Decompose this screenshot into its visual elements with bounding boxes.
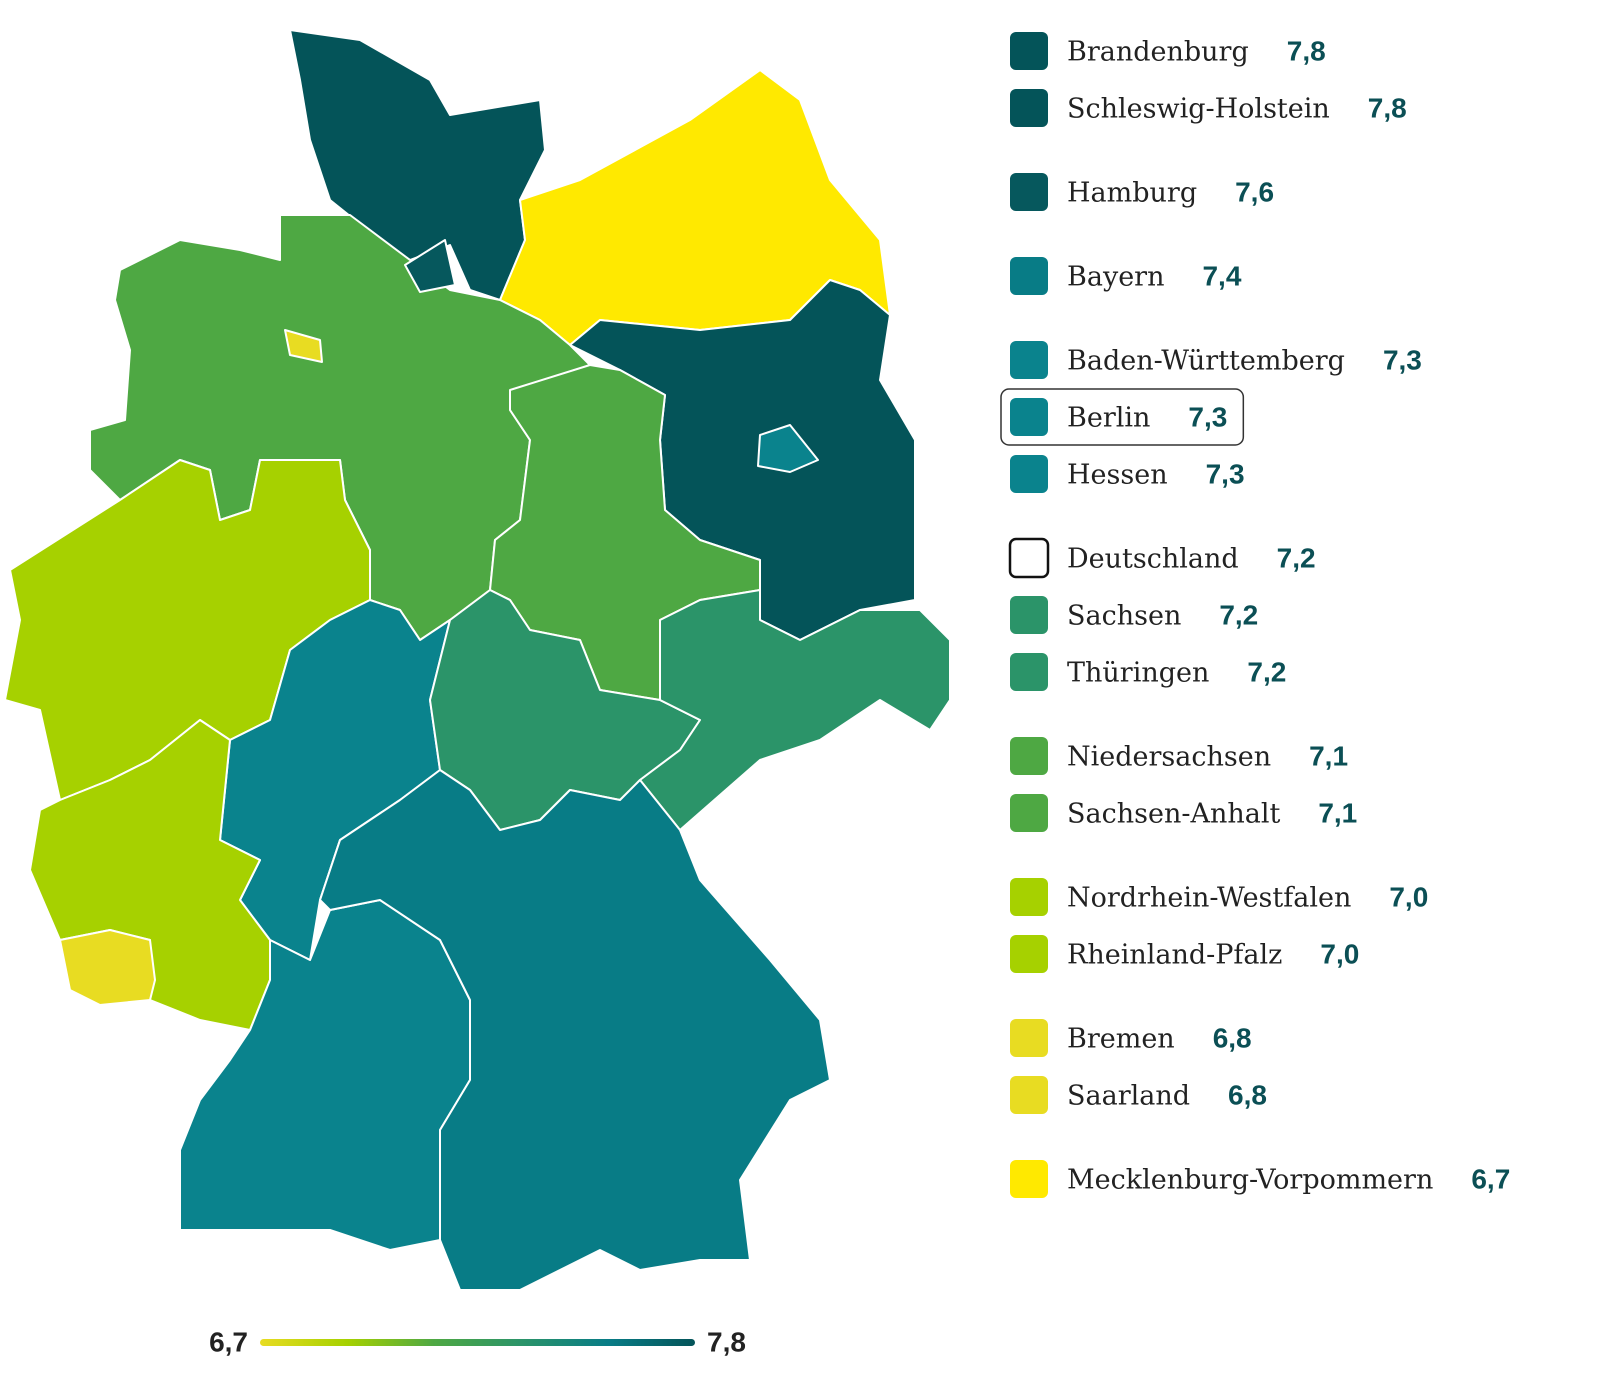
legend-item[interactable]: Schleswig-Holstein 7,8 [1010,89,1407,127]
legend-swatch [1010,173,1048,211]
legend-label: Sachsen-Anhalt [1067,799,1280,830]
legend-item[interactable]: Rheinland-Pfalz 7,0 [1010,935,1359,973]
legend-swatch [1010,89,1048,127]
legend-label: Mecklenburg-Vorpommern [1067,1165,1433,1196]
legend-label: Hamburg [1067,178,1197,209]
region[interactable] [319,769,831,1291]
legend-swatch [1010,653,1048,691]
legend-swatch [1010,794,1048,832]
legend-label: Hessen [1067,460,1168,491]
legend-item[interactable]: Hamburg 7,6 [1010,173,1274,211]
region[interactable] [59,929,156,1006]
colorbar [260,1339,695,1346]
value-label: 7,3 [1188,401,1227,432]
legend-swatch [1010,935,1048,973]
legend-swatch [1010,455,1048,493]
legend-item[interactable]: Brandenburg 7,8 [1010,32,1326,70]
legend-label: Baden-Württemberg [1067,346,1345,377]
region[interactable] [757,424,819,473]
value-label: 7,0 [1389,881,1428,912]
selection-box [1000,388,1245,446]
legend-swatch [1010,1076,1048,1114]
value-label: 6,8 [1213,1022,1252,1053]
value-label: 7,2 [1277,542,1316,573]
region[interactable] [639,589,951,831]
legend-item[interactable]: Thüringen 7,2 [1010,653,1286,691]
value-label: 7,1 [1318,797,1357,828]
legend-label: Brandenburg [1067,37,1249,68]
value-label: 7,2 [1219,599,1258,630]
value-label: 7,1 [1309,740,1348,771]
legend-item[interactable]: Sachsen-Anhalt 7,1 [1010,794,1357,832]
legend-item[interactable]: Bayern 7,4 [1010,257,1242,295]
value-label: 6,8 [1228,1079,1267,1110]
legend-label: Thüringen [1067,658,1209,689]
legend-swatch [1008,537,1050,579]
value-label: 7,3 [1383,344,1422,375]
legend-item[interactable]: Nordrhein-Westfalen 7,0 [1010,878,1428,916]
value-label: 7,8 [1368,92,1407,123]
region[interactable] [404,239,456,293]
colorbar-tick-label: 6,7 [209,1326,248,1357]
legend-label: Niedersachsen [1067,742,1271,773]
legend-swatch [1010,1160,1048,1198]
legend-item[interactable]: Deutschland 7,2 [1008,537,1316,579]
legend-item[interactable]: Berlin 7,3 [1000,388,1245,446]
legend-swatch [1010,32,1048,70]
legend-swatch [1010,341,1048,379]
region[interactable] [284,329,323,363]
legend-swatch [1010,596,1048,634]
value-label: 7,6 [1235,176,1274,207]
legend-item[interactable]: Hessen 7,3 [1010,455,1245,493]
value-label: 7,2 [1247,656,1286,687]
legend-label: Saarland [1067,1081,1190,1112]
legend-swatch [1010,878,1048,916]
legend-label: Deutschland [1067,544,1239,575]
value-label: 6,7 [1471,1163,1510,1194]
value-label: 7,8 [1287,35,1326,66]
legend-item[interactable]: Mecklenburg-Vorpommern 6,7 [1010,1160,1510,1198]
colorbar-tick-label: 7,8 [707,1326,746,1357]
legend-swatch [1010,1019,1048,1057]
value-label: 7,3 [1206,458,1245,489]
legend-swatch [1010,257,1048,295]
legend-label: Schleswig-Holstein [1067,94,1330,125]
legend-swatch [1010,737,1048,775]
germany-map [4,29,951,1291]
legend-item[interactable]: Sachsen 7,2 [1010,596,1258,634]
legend-label: Rheinland-Pfalz [1067,940,1282,971]
legend-label: Bremen [1067,1024,1175,1055]
legend-item[interactable]: Bremen 6,8 [1010,1019,1252,1057]
legend-item[interactable]: Baden-Württemberg 7,3 [1010,341,1422,379]
legend-swatch [1010,398,1048,436]
value-label: 7,4 [1202,260,1241,291]
legend-label: Bayern [1067,262,1164,293]
value-label: 7,0 [1320,938,1359,969]
legend-label: Berlin [1067,403,1150,434]
legend-label: Nordrhein-Westfalen [1067,883,1351,914]
legend-item[interactable]: Niedersachsen 7,1 [1010,737,1348,775]
legend-item[interactable]: Saarland 6,8 [1010,1076,1267,1114]
legend-label: Sachsen [1067,601,1181,632]
